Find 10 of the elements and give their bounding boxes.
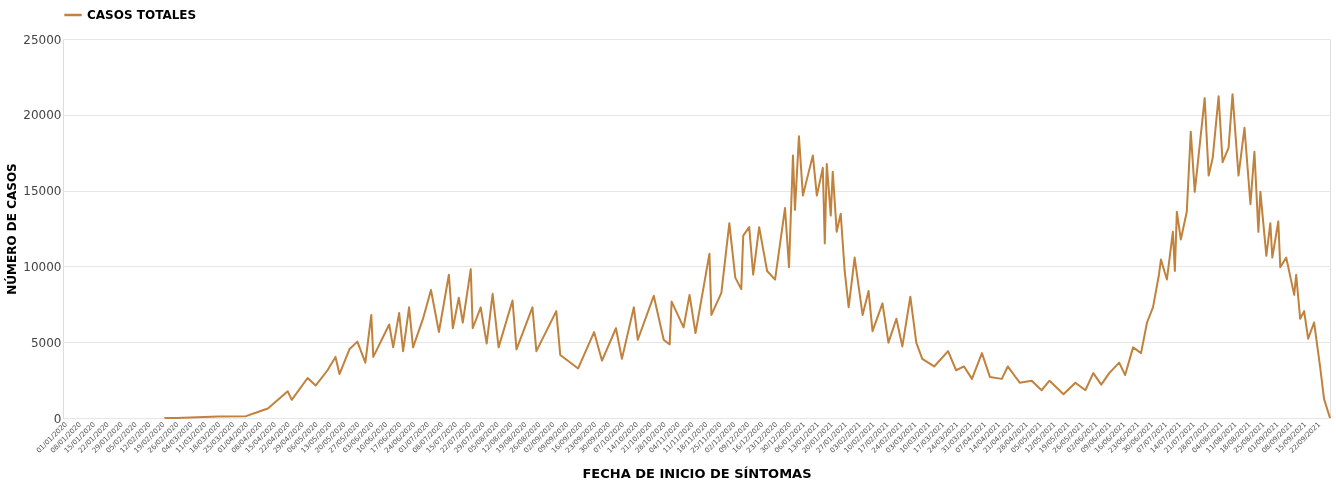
y-tick-label: 20000 xyxy=(23,108,62,123)
x-axis-title: FECHA DE INICIO DE SÍNTOMAS xyxy=(582,465,812,481)
y-tick-label: 10000 xyxy=(23,259,62,274)
y-tick-label: 15000 xyxy=(23,184,62,199)
y-axis-title: NÚMERO DE CASOS xyxy=(4,163,20,295)
legend-label: CASOS TOTALES xyxy=(87,8,197,22)
line-series xyxy=(163,93,1331,419)
y-tick-label: 25000 xyxy=(23,32,62,47)
y-tick-label: 0 xyxy=(53,411,62,426)
y-tick-label: 5000 xyxy=(30,335,62,350)
